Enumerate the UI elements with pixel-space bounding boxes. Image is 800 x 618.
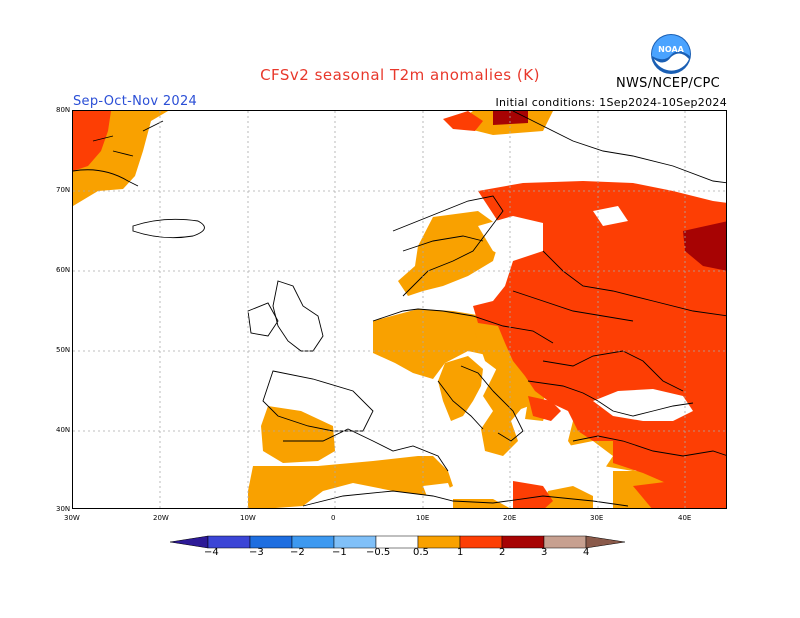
legend-label: −4 [204, 547, 219, 558]
lat-label: 70N [56, 186, 71, 194]
legend-label: 2 [499, 547, 506, 558]
legend-label: −0.5 [366, 547, 391, 558]
lon-label: 30E [590, 514, 604, 522]
map-title: CFSv2 seasonal T2m anomalies (K) [260, 66, 540, 84]
lon-label: 40E [678, 514, 692, 522]
legend-label: 4 [583, 547, 590, 558]
lat-label: 30N [56, 505, 71, 513]
lon-label: 10E [416, 514, 430, 522]
color-legend [169, 534, 630, 553]
initial-conditions: Initial conditions: 1Sep2024-10Sep2024 [495, 96, 727, 109]
lon-label: 30W [64, 514, 80, 522]
lat-label: 50N [56, 346, 71, 354]
lat-label: 60N [56, 266, 71, 274]
lon-label: 20E [503, 514, 517, 522]
legend-label: −1 [332, 547, 347, 558]
organization-label: NWS/NCEP/CPC [616, 76, 721, 91]
lat-label: 40N [56, 426, 71, 434]
legend-label: −2 [290, 547, 305, 558]
noaa-logo-icon: NOAA [650, 33, 692, 75]
legend-label: 0.5 [413, 547, 429, 558]
lat-label: 80N [56, 106, 71, 114]
legend-label: 3 [541, 547, 548, 558]
lon-label: 20W [153, 514, 169, 522]
legend-label: 1 [457, 547, 464, 558]
lon-label: 10W [240, 514, 256, 522]
forecast-period: Sep-Oct-Nov 2024 [73, 94, 198, 109]
legend-label: −3 [249, 547, 264, 558]
lon-label: 0 [331, 514, 336, 522]
anomaly-map [72, 110, 727, 509]
logo-text: NOAA [658, 45, 684, 54]
